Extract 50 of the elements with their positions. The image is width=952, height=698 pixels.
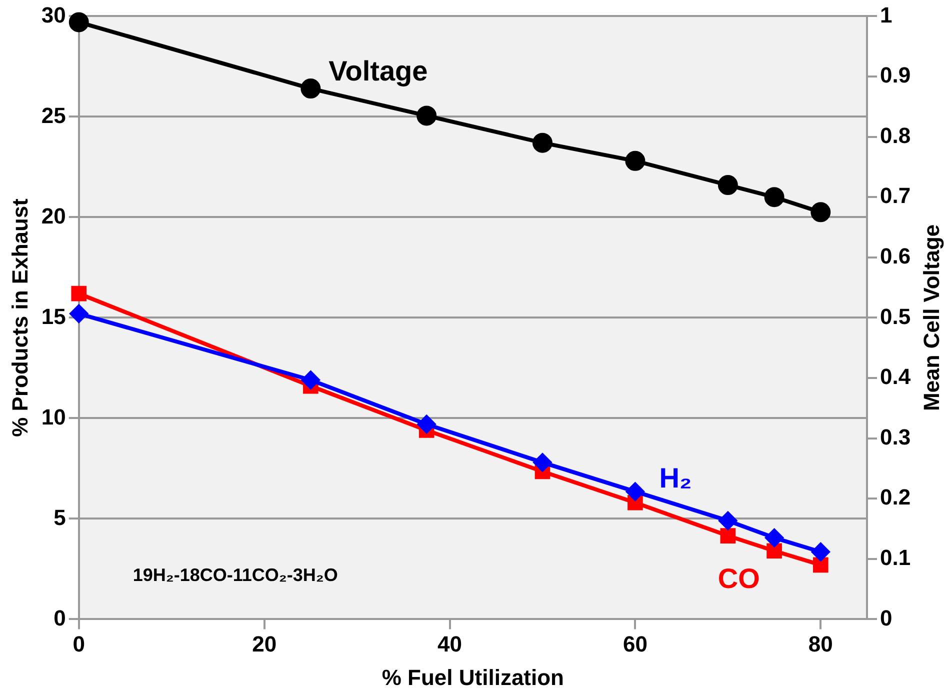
x-tick-label: 80 xyxy=(808,631,833,656)
y2-tick-label: 1 xyxy=(880,2,892,28)
y2-tick-label: 0.9 xyxy=(880,62,911,88)
point xyxy=(418,415,436,434)
y-tick-label: 0 xyxy=(54,605,66,630)
y2-axis-title: Mean Cell Voltage xyxy=(919,224,944,412)
point xyxy=(718,512,737,530)
y2-tick-label: 0.6 xyxy=(880,243,911,268)
point xyxy=(718,175,738,196)
point xyxy=(70,304,88,323)
point xyxy=(720,528,736,544)
series-label: H₂ xyxy=(659,462,692,494)
x-tick-label: 60 xyxy=(622,631,648,656)
y2-tick-label: 0 xyxy=(880,605,892,630)
y-tick-label: 30 xyxy=(41,2,66,28)
series-label: CO xyxy=(718,562,760,594)
y-tick-label: 25 xyxy=(41,102,66,128)
y2-tick-label: 0.1 xyxy=(880,544,911,570)
point xyxy=(766,543,782,559)
point xyxy=(300,78,321,99)
annotation: 19H₂-18CO-11CO₂-3H₂O xyxy=(132,565,338,586)
point xyxy=(416,106,437,126)
x-axis-title: % Fuel Utilization xyxy=(382,664,564,690)
point xyxy=(812,542,830,561)
y2-tick-label: 0.2 xyxy=(880,484,911,510)
y-tick-label: 10 xyxy=(41,404,66,430)
point xyxy=(533,453,552,472)
y2-tick-label: 0.4 xyxy=(880,364,912,390)
point xyxy=(810,202,831,222)
y-tick-label: 15 xyxy=(41,304,66,329)
point xyxy=(765,528,784,547)
series-label: Voltage xyxy=(328,56,428,87)
y2-tick-label: 0.8 xyxy=(880,122,911,148)
x-tick-label: 0 xyxy=(72,631,85,656)
point xyxy=(302,371,320,390)
point xyxy=(68,12,89,32)
y2-tick-label: 0.3 xyxy=(880,424,911,450)
point xyxy=(532,132,552,153)
point xyxy=(625,150,646,171)
y2-tick-label: 0.5 xyxy=(880,304,911,329)
point xyxy=(626,482,644,501)
y2-tick-label: 0.7 xyxy=(880,183,911,208)
x-tick-label: 40 xyxy=(438,631,462,656)
y-tick-label: 20 xyxy=(41,203,66,228)
y-axis-title: % Products in Exhaust xyxy=(7,198,32,437)
point xyxy=(764,187,784,208)
point xyxy=(71,286,87,302)
point xyxy=(813,557,828,573)
y-tick-label: 5 xyxy=(54,504,66,530)
x-tick-label: 20 xyxy=(252,631,277,656)
